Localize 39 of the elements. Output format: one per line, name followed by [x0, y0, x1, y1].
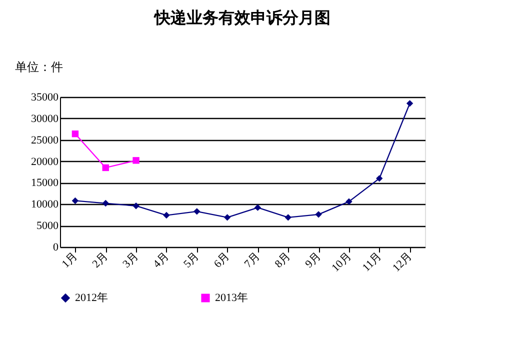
point: [72, 197, 79, 204]
point: [376, 175, 383, 182]
legend-label: 2013年: [215, 292, 248, 304]
point: [72, 130, 79, 138]
x-tick-label: 10月: [330, 250, 354, 274]
x-tick-label: 5月: [181, 250, 202, 270]
y-tick-label: 5000: [36, 220, 59, 232]
x-tick-label: 2月: [90, 250, 110, 270]
legend-label: 2012年: [75, 292, 108, 304]
y-tick-label: 20000: [31, 156, 59, 168]
y-tick-label: 35000: [31, 92, 59, 104]
x-tick-label: 7月: [242, 250, 262, 270]
y-tick-label: 0: [53, 242, 59, 254]
point: [132, 202, 140, 210]
point: [102, 164, 109, 172]
point: [224, 214, 231, 221]
point: [254, 204, 262, 211]
x-tick-label: 4月: [151, 250, 172, 270]
chart-title: 快递业务有效申诉分月图: [154, 9, 330, 27]
x-tick-label: 3月: [120, 250, 141, 270]
y-tick-label: 10000: [31, 198, 59, 211]
point: [315, 211, 322, 218]
point: [284, 214, 292, 221]
x-tick-label: 1月: [60, 250, 80, 270]
text: 单位：件: [15, 60, 63, 74]
point: [102, 200, 109, 207]
y-tick-label: 15000: [31, 177, 59, 190]
y-tick-label: 30000: [31, 112, 59, 125]
x-tick-label: 11月: [360, 250, 384, 274]
point: [346, 198, 352, 205]
x-tick-label: 8月: [272, 250, 293, 270]
x-tick-label: 12月: [390, 250, 415, 274]
point: [163, 212, 170, 219]
y-tick-label: 25000: [31, 134, 59, 146]
point: [132, 157, 140, 164]
point: [406, 100, 414, 107]
x-tick-label: 6月: [212, 250, 232, 270]
x-tick-label: 9月: [303, 250, 324, 270]
point: [194, 208, 200, 215]
